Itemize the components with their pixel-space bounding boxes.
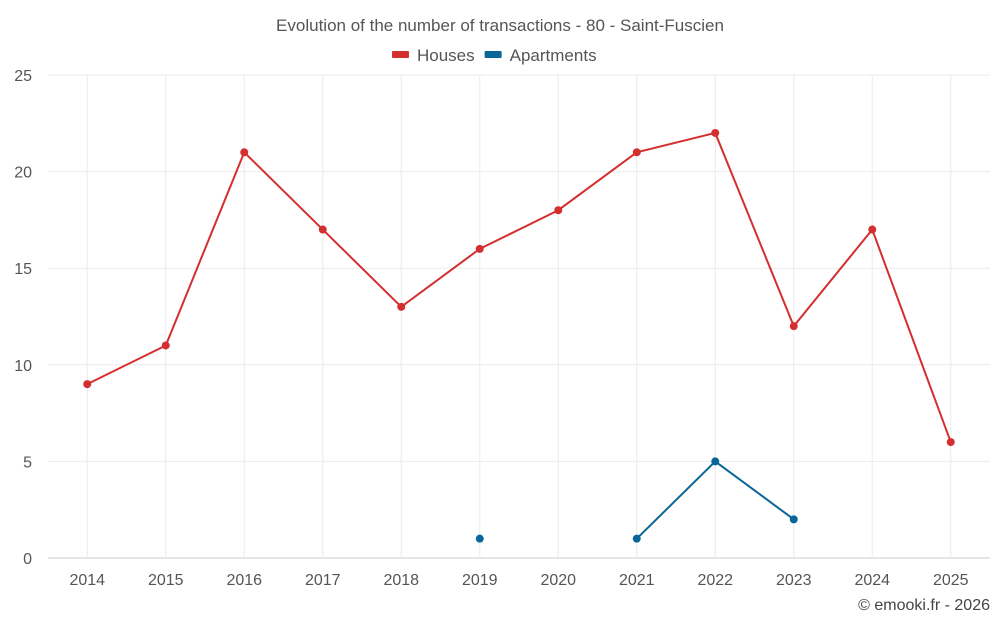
legend-label[interactable]: Apartments: [510, 46, 597, 65]
y-tick-label: 10: [14, 358, 32, 375]
data-point[interactable]: [632, 148, 641, 157]
legend-swatch: [484, 51, 502, 58]
x-axis-ticks: 2014 2015 2016 2017 2018 2019 2020 2021 2022 2023…: [69, 572, 968, 589]
data-point[interactable]: [789, 322, 798, 331]
y-axis-ticks: 0 5 10 15 20 25: [14, 68, 32, 568]
y-tick-label: 15: [14, 261, 32, 278]
series-houses: [83, 128, 955, 447]
grid-lines: [48, 74, 990, 559]
data-point[interactable]: [789, 515, 798, 524]
x-tick-label: 2022: [697, 572, 733, 589]
chart-title: Evolution of the number of transactions …: [276, 16, 724, 35]
y-tick-label: 5: [23, 454, 32, 471]
x-tick-label: 2016: [226, 572, 262, 589]
x-tick-label: 2023: [776, 572, 812, 589]
x-tick-label: 2019: [462, 572, 498, 589]
data-point[interactable]: [711, 457, 720, 466]
series-line: [86, 131, 952, 443]
x-tick-label: 2018: [383, 572, 419, 589]
data-point[interactable]: [318, 225, 327, 234]
x-tick-label: 2017: [305, 572, 341, 589]
x-tick-label: 2025: [933, 572, 969, 589]
data-point[interactable]: [240, 148, 249, 157]
x-tick-label: 2014: [69, 572, 105, 589]
data-point[interactable]: [83, 380, 92, 389]
legend: Houses Apartments: [392, 46, 597, 65]
legend-swatch: [392, 51, 409, 58]
credit-text: © emooki.fr - 2026: [858, 597, 990, 614]
data-point[interactable]: [632, 534, 641, 543]
data-point[interactable]: [475, 244, 484, 253]
data-point[interactable]: [868, 225, 877, 234]
data-point[interactable]: [711, 128, 720, 137]
x-tick-label: 2015: [148, 572, 184, 589]
data-point[interactable]: [161, 341, 170, 350]
x-tick-label: 2020: [540, 572, 576, 589]
data-point[interactable]: [475, 534, 484, 543]
x-tick-label: 2021: [619, 572, 655, 589]
series-layer: [83, 128, 955, 543]
y-tick-label: 25: [14, 68, 32, 85]
y-tick-label: 0: [23, 551, 32, 568]
x-tick-label: 2024: [854, 572, 890, 589]
data-point[interactable]: [946, 438, 955, 447]
series-apartments: [475, 457, 798, 543]
data-point[interactable]: [554, 206, 563, 215]
y-tick-label: 20: [14, 165, 32, 182]
data-point[interactable]: [397, 302, 406, 311]
legend-label[interactable]: Houses: [417, 46, 475, 65]
